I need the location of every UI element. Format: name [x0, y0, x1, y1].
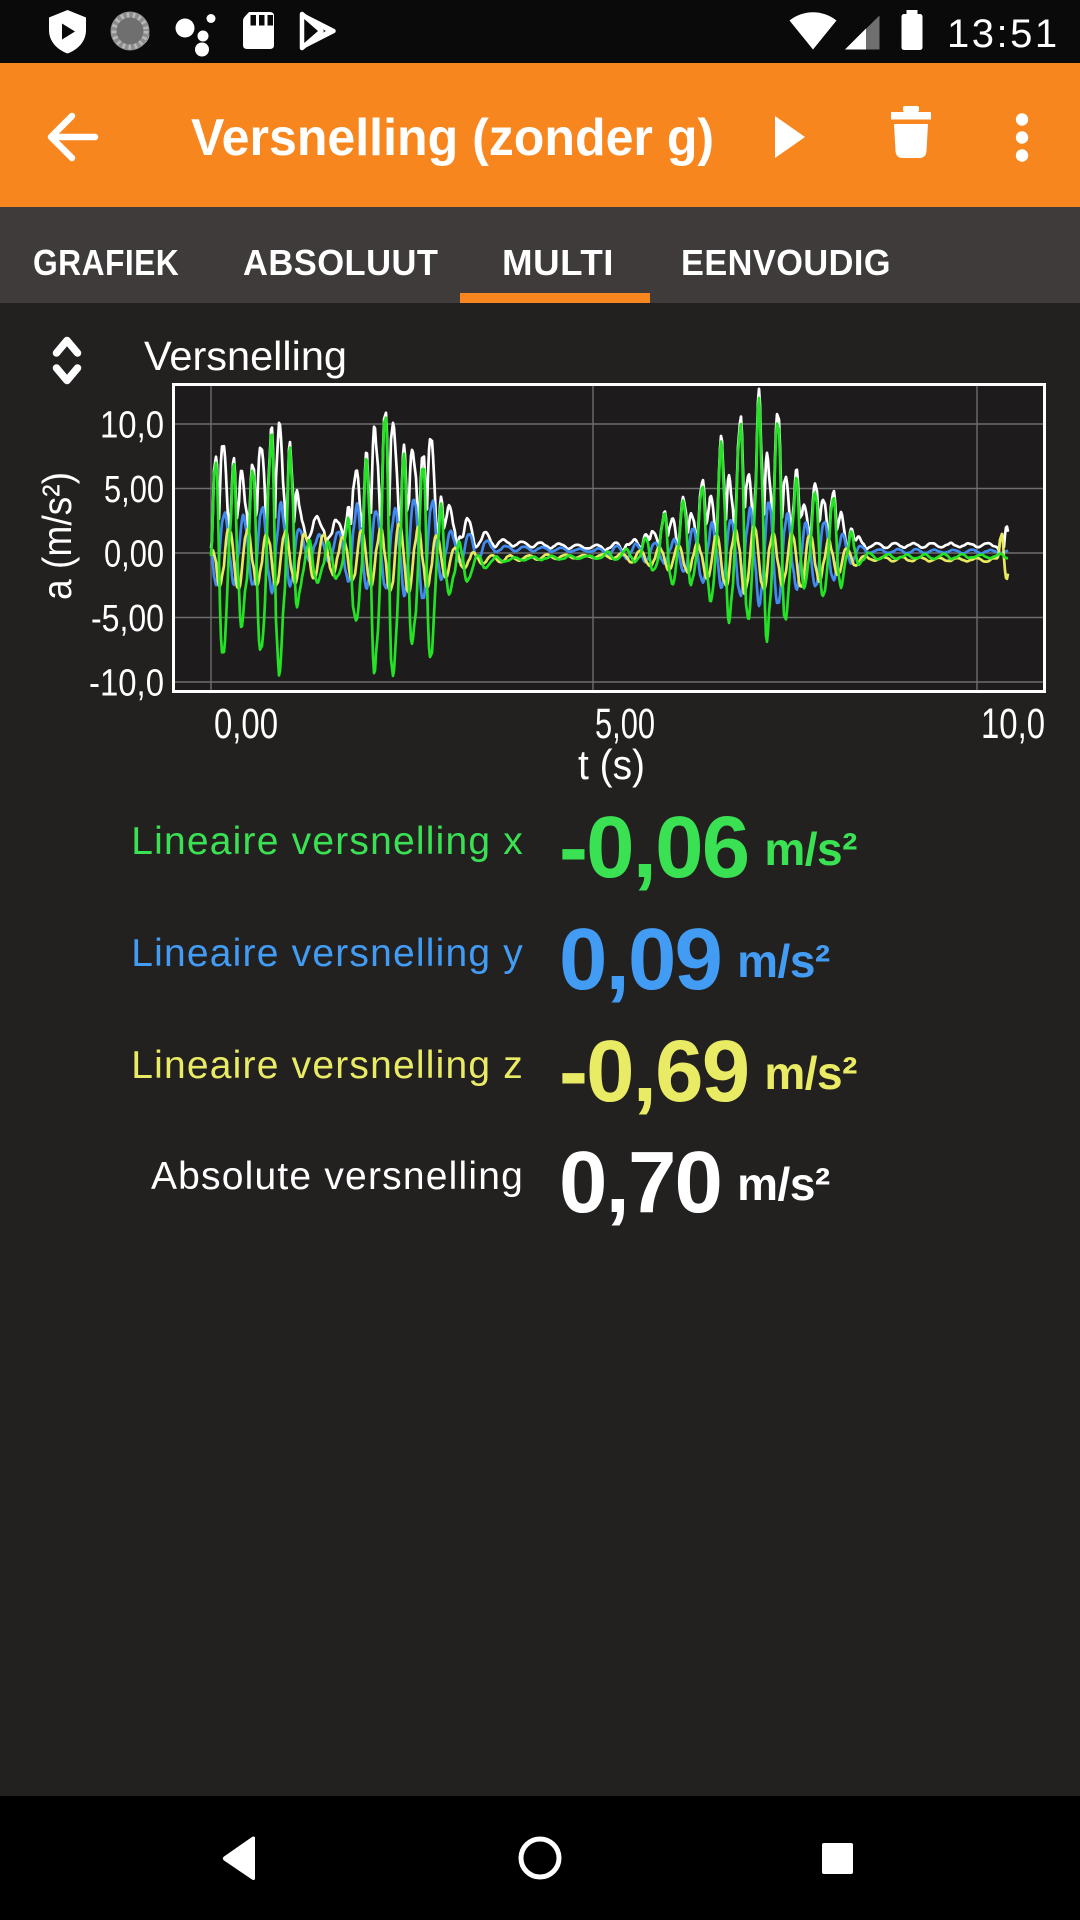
svg-text:10,0: 10,0: [981, 700, 1045, 748]
svg-text:5,00: 5,00: [104, 469, 164, 511]
svg-text:-10,0: -10,0: [89, 663, 164, 705]
svg-text:Versnelling: Versnelling: [144, 333, 347, 379]
svg-text:-5,00: -5,00: [91, 598, 164, 640]
svg-text:5,00: 5,00: [595, 700, 655, 748]
svg-text:t (s): t (s): [578, 741, 645, 788]
svg-text:0,00: 0,00: [214, 700, 278, 748]
svg-text:a (m/s²): a (m/s²): [34, 472, 80, 600]
svg-text:0,00: 0,00: [104, 534, 164, 576]
svg-text:10,0: 10,0: [100, 405, 164, 447]
